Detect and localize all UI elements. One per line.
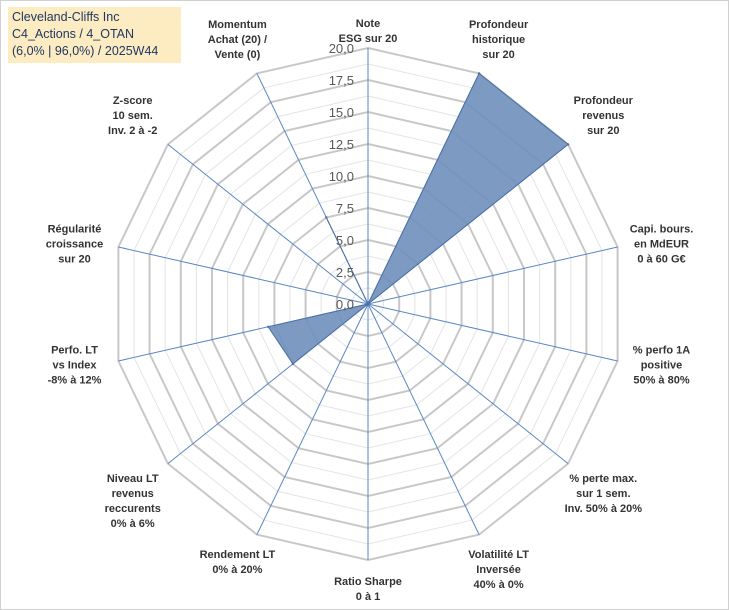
axis-label-line: % perfo 1A	[633, 345, 691, 357]
axis-label-line: Profondeur	[574, 95, 634, 107]
tick-label: 7,5	[336, 201, 354, 216]
tick-label: 12,5	[329, 137, 354, 152]
tick-label: 0,0	[336, 297, 354, 312]
axis-label-line: positive	[641, 360, 683, 372]
axis-label-line: Inversée	[476, 564, 521, 576]
axis-label-line: revenus	[112, 488, 154, 500]
tick-label: 10,0	[329, 169, 354, 184]
tick-label: 15,0	[329, 105, 354, 120]
axis-label-line: Vente (0)	[214, 49, 260, 61]
tick-label: 17,5	[329, 73, 354, 88]
axis-label-line: Perfo. LT	[51, 345, 98, 357]
axis-label-line: 0% à 6%	[111, 518, 155, 530]
axis-label-line: sur 20	[587, 125, 619, 137]
radar-spoke	[118, 246, 369, 305]
company-name: Cleveland-Cliffs Inc	[12, 10, 120, 24]
score-period: (6,0% | 96,0%) / 2025W44	[12, 44, 159, 58]
axis-label-line: Note	[356, 18, 380, 30]
radar-axis-labels: Note ESG sur 20 Profondeur historique sur 20…	[46, 18, 694, 603]
axis-label-line: sur 20	[482, 49, 514, 61]
chart-title-box: Cleveland-Cliffs Inc C4_Actions / 4_OTAN…	[8, 7, 181, 63]
radar-spoke	[367, 246, 618, 305]
axis-label: Profondeur historique sur 20	[469, 19, 529, 61]
axis-label-line: Capi. bours.	[630, 223, 694, 235]
axis-label-line: croissance	[46, 238, 103, 250]
axis-label: % perte max. sur 1 sem. Inv. 50% à 20%	[565, 473, 643, 515]
radar-spoke	[167, 144, 369, 305]
axis-label-line: 0 à 1	[356, 591, 380, 603]
axis-label-line: Ratio Sharpe	[334, 576, 402, 588]
axis-label: Volatilité LT Inversée 40% à 0%	[468, 549, 529, 591]
radar-spoke	[367, 303, 569, 464]
axis-label-line: 40% à 0%	[474, 579, 524, 591]
axis-label: Z-score 10 sem. Inv. 2 à -2	[108, 95, 157, 137]
portfolio-category: C4_Actions / 4_OTAN	[12, 27, 135, 41]
axis-label: Momentum Achat (20) / Vente (0)	[208, 19, 267, 61]
axis-label-line: 0% à 20%	[212, 564, 262, 576]
axis-label: Régularité croissance sur 20	[46, 223, 103, 265]
series-point	[325, 216, 328, 219]
axis-label-line: Momentum	[208, 19, 267, 31]
axis-label: Niveau LT revenus reccurents 0% à 6%	[105, 473, 161, 530]
series-point	[566, 143, 570, 146]
axis-label: Profondeur revenus sur 20	[574, 95, 634, 137]
axis-label-line: 50% à 80%	[633, 375, 689, 387]
axis-label-line: Inv. 2 à -2	[108, 125, 157, 137]
tick-label: 20,0	[329, 41, 354, 56]
axis-label: Capi. bours. en MdEUR 0 à 60 G€	[630, 223, 694, 265]
axis-label-line: Régularité	[48, 223, 102, 235]
axis-label-line: vs Index	[52, 360, 97, 372]
radar-spoke	[256, 303, 369, 535]
axis-label-line: sur 20	[58, 253, 90, 265]
radar-spoke	[367, 303, 618, 362]
axis-label-line: Volatilité LT	[468, 549, 529, 561]
axis-label-line: Niveau LT	[107, 473, 159, 485]
axis-label: Rendement LT 0% à 20%	[200, 549, 276, 576]
axis-label-line: 10 sem.	[113, 110, 153, 122]
axis-label-line: sur 1 sem.	[576, 488, 630, 500]
axis-label-line: reccurents	[105, 503, 161, 515]
axis-label-line: Rendement LT	[200, 549, 276, 561]
axis-label: Ratio Sharpe 0 à 1	[334, 576, 402, 603]
axis-label-line: en MdEUR	[634, 238, 689, 250]
series-point	[477, 72, 481, 75]
series-point	[267, 325, 270, 328]
radar-series	[267, 72, 570, 366]
axis-label: Perfo. LT vs Index -8% à 12%	[48, 345, 102, 387]
axis-label-line: historique	[472, 34, 525, 46]
axis-label-line: Inv. 50% à 20%	[565, 503, 643, 515]
axis-label-line: Z-score	[113, 95, 153, 107]
axis-label-line: Achat (20) /	[208, 34, 267, 46]
axis-label-line: 0 à 60 G€	[637, 253, 685, 265]
tick-label: 5,0	[336, 233, 354, 248]
axis-label: % perfo 1A positive 50% à 80%	[633, 345, 691, 387]
axis-label-line: Profondeur	[469, 19, 529, 31]
tick-label: 2,5	[336, 265, 354, 280]
axis-label-line: % perte max.	[569, 473, 637, 485]
radar-tick-labels: 0,0 2,5 5,0 7,5 10,0 12,5 15,0 17,5 20,0	[329, 41, 354, 312]
axis-label-line: -8% à 12%	[48, 375, 102, 387]
series-point	[291, 362, 295, 366]
series-point	[366, 302, 370, 306]
axis-label-line: revenus	[582, 110, 624, 122]
radar-spoke	[367, 303, 480, 535]
axis-label-line: ESG sur 20	[339, 33, 398, 45]
axis-label: Note ESG sur 20	[339, 18, 398, 45]
